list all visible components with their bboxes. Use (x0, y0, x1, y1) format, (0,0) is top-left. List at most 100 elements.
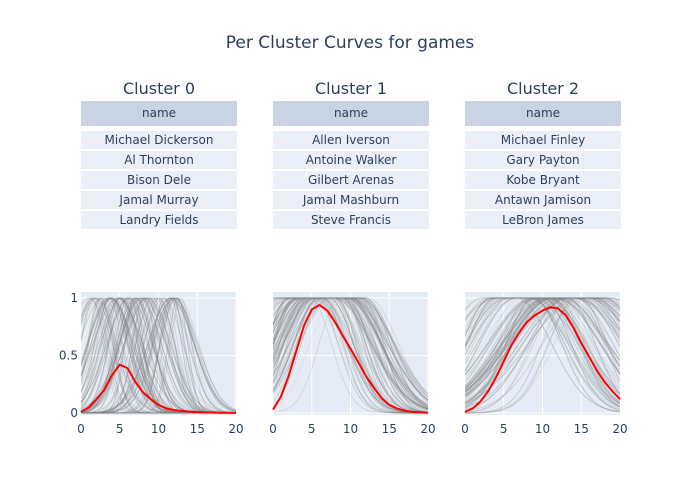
member-curve (273, 297, 428, 410)
member-curve (273, 297, 428, 410)
x-tick-label: 5 (116, 422, 124, 436)
table-row: LeBron James (465, 211, 621, 229)
x-tick-label: 20 (420, 422, 435, 436)
member-curve (273, 297, 428, 409)
member-curve (81, 297, 236, 414)
member-curve (273, 297, 428, 413)
cluster-0-plot: 0 5 10 15 20 0 0.5 1 (59, 291, 244, 436)
member-curve (273, 297, 428, 410)
member-curve (465, 297, 620, 413)
member-curve (273, 297, 428, 414)
member-curve (465, 297, 620, 388)
member-curve (465, 297, 620, 407)
member-curve (273, 297, 428, 408)
member-curve (273, 297, 428, 414)
member-curve (273, 297, 428, 414)
cluster-0-title: Cluster 0 (122, 79, 196, 98)
member-curve (465, 297, 620, 408)
table-row: Landry Fields (81, 211, 237, 229)
member-curve (273, 297, 428, 414)
member-curve (465, 297, 620, 408)
table-row: Jamal Mashburn (273, 191, 429, 209)
member-curve (465, 297, 620, 413)
table-row: Gilbert Arenas (273, 171, 429, 189)
member-curve (273, 297, 428, 414)
member-curve (465, 297, 620, 403)
member-curve (465, 297, 620, 411)
member-curve (81, 297, 236, 414)
member-curve (465, 297, 620, 410)
member-curve (465, 297, 620, 396)
member-curve (465, 297, 620, 408)
member-curve (273, 297, 428, 411)
member-curve (465, 297, 620, 403)
member-curve (465, 297, 620, 375)
mean-curve (464, 306, 621, 413)
member-curve (273, 297, 428, 411)
member-curve (273, 297, 428, 413)
table-row: Jamal Murray (81, 191, 237, 209)
member-curve (465, 297, 620, 411)
member-curve (465, 297, 620, 400)
member-curve (273, 297, 428, 413)
member-curve (465, 297, 620, 400)
table-row: Antoine Walker (273, 151, 429, 169)
member-curve (465, 297, 620, 386)
member-curve (81, 297, 236, 414)
member-curve (465, 297, 620, 414)
member-curve (465, 297, 620, 393)
member-curve (273, 297, 428, 409)
member-curve (465, 297, 620, 391)
member-curve (273, 297, 428, 407)
member-curve (465, 297, 620, 412)
member-curve (273, 297, 428, 407)
member-curve (273, 297, 428, 414)
member-curve (273, 297, 428, 411)
member-curve (465, 297, 620, 396)
table-row: Al Thornton (81, 151, 237, 169)
member-curve (465, 297, 620, 404)
table-row: Gary Payton (465, 151, 621, 169)
member-curve (81, 297, 236, 414)
member-curve (465, 297, 620, 375)
table-row: Michael Dickerson (81, 131, 237, 149)
member-curve (81, 297, 236, 414)
y-tick-label: 0 (70, 406, 78, 420)
x-tick-label: 0 (77, 422, 85, 436)
member-curve (465, 297, 620, 411)
member-curve (465, 297, 620, 413)
member-curve (273, 297, 428, 395)
member-curves (465, 297, 620, 414)
member-curve (273, 297, 428, 414)
member-curve (81, 297, 236, 414)
member-curve (465, 297, 620, 396)
member-curve (273, 297, 428, 414)
member-curve (81, 297, 236, 414)
member-curve (273, 297, 428, 414)
member-curve (465, 297, 620, 387)
member-curve (273, 297, 428, 413)
member-curve (81, 297, 236, 414)
member-curve (465, 297, 620, 405)
member-curve (273, 297, 428, 414)
member-curve (465, 297, 620, 412)
x-tick-label: 15 (382, 422, 397, 436)
member-curve (273, 297, 428, 412)
member-curve (465, 297, 620, 389)
member-curve (273, 297, 428, 398)
member-curve (465, 297, 620, 397)
member-curve (273, 297, 428, 414)
member-curve (465, 297, 620, 383)
member-curve (273, 297, 428, 410)
member-curve (273, 297, 428, 413)
member-curve (465, 297, 620, 396)
cluster-2-title: Cluster 2 (506, 79, 580, 98)
cluster-1-plot: 0 5 10 15 20 (269, 292, 436, 436)
member-curve (273, 297, 428, 414)
member-curve (273, 297, 428, 406)
x-tick-label: 15 (190, 422, 205, 436)
member-curve (273, 297, 428, 395)
member-curve (465, 297, 620, 414)
member-curve (273, 297, 428, 401)
member-curve (273, 297, 428, 413)
